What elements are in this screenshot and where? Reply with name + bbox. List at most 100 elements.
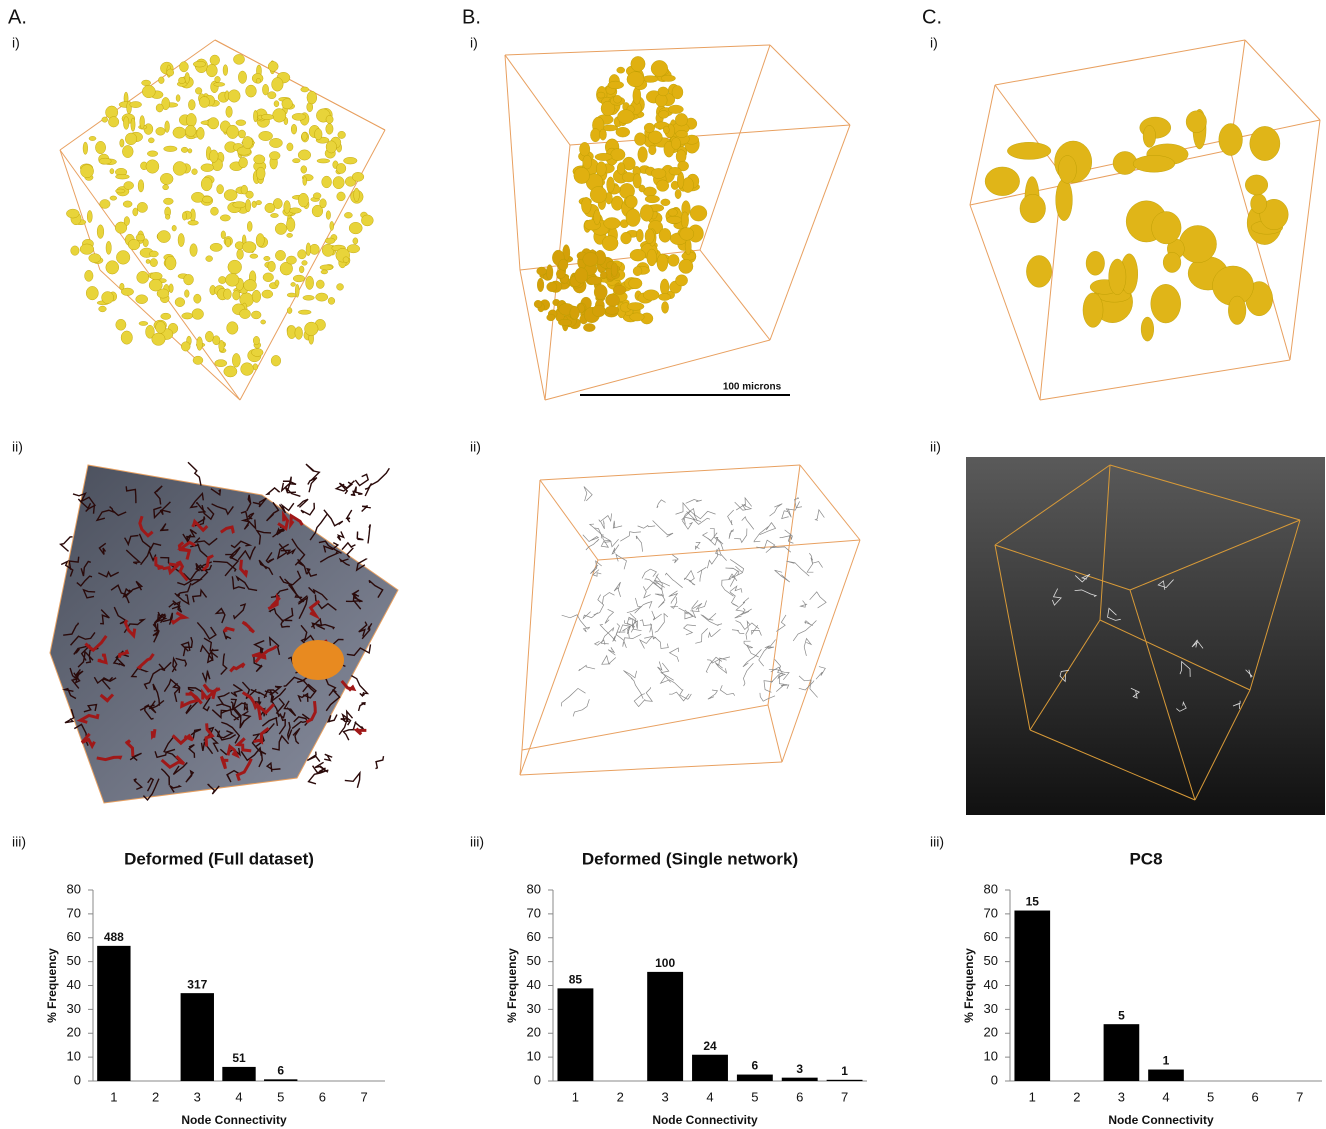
network-strand: [582, 626, 591, 633]
network-strand: [794, 496, 803, 509]
x-tick-label: 6: [1252, 1089, 1259, 1104]
pore: [1250, 193, 1267, 214]
network-strand: [353, 486, 363, 496]
network-strand: [70, 632, 96, 646]
y-tick-label: 10: [984, 1049, 998, 1064]
pore: [279, 261, 293, 276]
network-strand: [701, 532, 718, 541]
network-strand: [1074, 573, 1091, 583]
pore: [177, 233, 185, 247]
network-strand: [774, 659, 787, 678]
network-strand: [98, 570, 120, 578]
pore: [658, 110, 670, 119]
network-strand: [598, 513, 612, 523]
network-strand: [809, 552, 823, 568]
pore: [105, 241, 112, 255]
network-strand: [261, 716, 279, 727]
network-strand: [154, 748, 176, 759]
pore: [195, 87, 203, 95]
pore: [606, 176, 615, 193]
pore: [192, 355, 204, 365]
network-strand: [357, 701, 366, 712]
bar: [692, 1054, 728, 1081]
pore: [361, 214, 374, 227]
network-strand: [600, 520, 605, 529]
pore: [132, 207, 139, 217]
pore: [232, 201, 247, 209]
pore: [643, 289, 660, 301]
network-strand: [593, 594, 605, 616]
network-strand: [361, 622, 373, 640]
network-strand: [300, 502, 316, 516]
network-strand: [729, 591, 739, 608]
cube-edge: [504, 54, 571, 146]
network-strand: [280, 547, 297, 556]
pore: [533, 300, 543, 309]
count-label: 488: [104, 930, 124, 944]
y-axis-label: % Frequency: [45, 948, 59, 1023]
pore: [267, 260, 276, 272]
network-strand: [368, 579, 384, 598]
network-strand: [776, 614, 787, 632]
y-tick-label: 0: [534, 1072, 541, 1087]
pore: [603, 217, 621, 230]
network-strand: [792, 620, 817, 642]
network-strand: [601, 654, 617, 665]
network-strand: [784, 529, 793, 542]
pore: [625, 195, 638, 209]
pore: [209, 149, 219, 163]
pore: [295, 284, 300, 298]
pore: [1259, 199, 1289, 231]
network-strand: [815, 666, 826, 680]
network-strand: [185, 769, 195, 783]
x-tick-label: 2: [617, 1089, 624, 1104]
network-strand: [697, 566, 707, 582]
network-strand: [138, 533, 152, 566]
network-strand: [336, 531, 346, 541]
scale-bar-label: 100 microns: [723, 382, 782, 393]
network-strand: [781, 510, 789, 520]
pore: [675, 274, 688, 287]
pore: [242, 136, 253, 149]
cube-edge: [597, 539, 861, 561]
network-strand: [690, 600, 707, 612]
network-strand: [602, 592, 615, 605]
pore: [135, 294, 148, 304]
pore: [155, 103, 164, 113]
pore: [298, 309, 312, 315]
pore: [292, 158, 301, 164]
panel-label: A.: [8, 6, 27, 28]
network-strand: [153, 623, 159, 643]
pore: [223, 365, 238, 378]
network-strand: [220, 525, 235, 534]
network-strand: [1176, 700, 1187, 712]
network-strand: [814, 508, 825, 521]
pore: [596, 161, 607, 177]
pore: [650, 168, 667, 179]
pore: [610, 148, 626, 161]
network-strand: [224, 553, 240, 577]
pore: [630, 56, 646, 72]
pore: [130, 117, 136, 132]
network-strand: [265, 761, 281, 772]
pore: [269, 138, 283, 148]
network-strand: [707, 658, 727, 664]
network-strand: [180, 690, 201, 709]
network-strand: [129, 752, 142, 761]
network-strand: [1074, 589, 1098, 597]
network-strand: [117, 649, 130, 658]
network-strand: [770, 666, 783, 684]
network-strand: [62, 687, 77, 700]
network-strand: [258, 559, 274, 576]
network-strand: [637, 525, 656, 529]
count-label: 3: [796, 1062, 803, 1076]
network-strand: [651, 610, 662, 621]
pore: [291, 113, 306, 121]
network-strand: [585, 538, 600, 551]
cube-edge: [214, 39, 386, 131]
x-tick-label: 6: [796, 1089, 803, 1104]
network-strand: [734, 528, 748, 544]
network-strand: [241, 620, 255, 634]
network-strand: [148, 542, 162, 562]
pore: [237, 129, 246, 139]
